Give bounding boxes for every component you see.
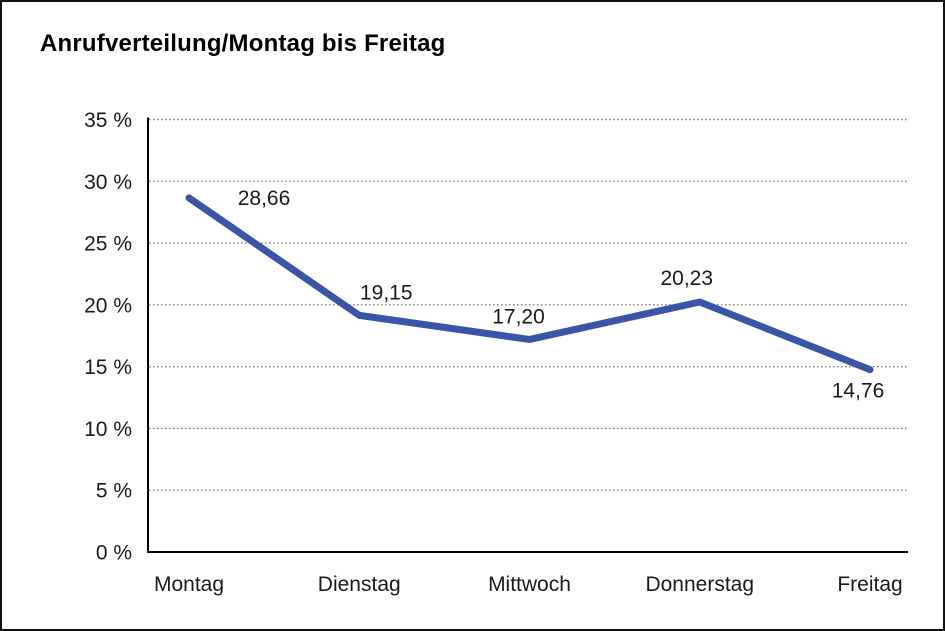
y-tick-label-15: 15 % xyxy=(84,356,132,379)
x-category-label-freitag: Freitag xyxy=(837,573,902,596)
point-label-donnerstag: 20,23 xyxy=(660,267,713,290)
y-tick-label-30: 30 % xyxy=(84,171,132,194)
point-label-montag: 28,66 xyxy=(238,187,291,210)
y-tick-label-35: 35 % xyxy=(84,109,132,132)
x-category-label-montag: Montag xyxy=(154,573,224,596)
point-label-freitag: 14,76 xyxy=(832,380,885,403)
data-line-anrufverteilung xyxy=(185,194,874,374)
x-category-label-dienstag: Dienstag xyxy=(318,573,401,596)
y-tick-label-25: 25 % xyxy=(84,233,132,256)
y-tick-label-0: 0 % xyxy=(96,542,132,565)
point-label-mittwoch: 17,20 xyxy=(492,305,545,328)
point-label-dienstag: 19,15 xyxy=(360,281,413,304)
y-tick-label-20: 20 % xyxy=(84,294,132,317)
chart-title: Anrufverteilung/Montag bis Freitag xyxy=(40,30,446,57)
x-category-label-mittwoch: Mittwoch xyxy=(488,573,571,596)
x-category-label-donnerstag: Donnerstag xyxy=(645,573,754,596)
y-tick-label-5: 5 % xyxy=(96,480,132,503)
y-tick-label-10: 10 % xyxy=(84,418,132,441)
